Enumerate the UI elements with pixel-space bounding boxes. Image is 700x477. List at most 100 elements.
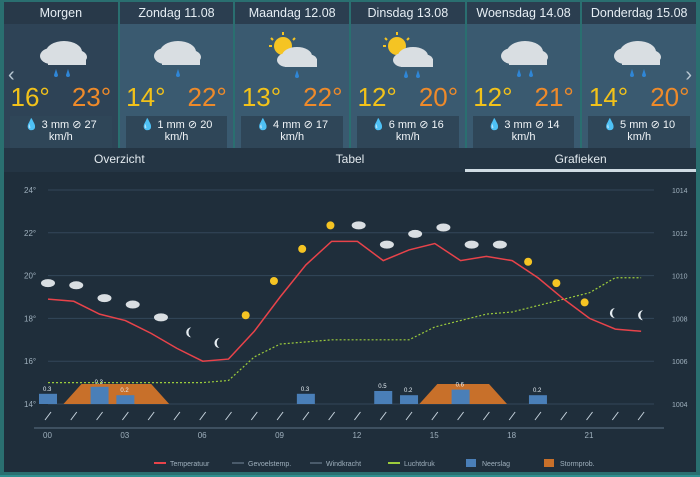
wind-arrow-icon <box>482 411 490 421</box>
cloud-icon <box>379 240 394 249</box>
rain-amount: 4 mm <box>273 119 301 131</box>
wind-arrow-icon <box>354 411 361 421</box>
sun-icon <box>326 221 335 230</box>
wind-arrow-icon <box>457 411 464 421</box>
rain-amount: 1 mm <box>157 119 185 131</box>
forecast-card-3[interactable]: Dinsdag 13.08 12° 20° 💧 6 mm ⊘ 16 km/h <box>351 2 465 149</box>
temp-min: 14° <box>588 82 629 112</box>
right-tick-label: 1014 <box>672 188 688 195</box>
temp-min: 14° <box>126 82 166 112</box>
temp-max: 20° <box>650 82 690 112</box>
chevron-right-icon[interactable]: › <box>685 64 693 86</box>
tab-overzicht[interactable]: Overzicht <box>93 152 145 166</box>
forecast-card-5[interactable]: Donderdag 15.08 › 14° 20° 💧 5 mm ⊘ 10 km/h <box>582 2 697 149</box>
wind-arrow-icon <box>637 411 645 421</box>
precip-bar <box>39 393 57 404</box>
rain-cloud-icon <box>120 30 234 80</box>
wind-arrow-icon <box>611 411 619 421</box>
right-tick-label: 1006 <box>672 359 688 366</box>
legend-label: Luchtdruk <box>404 461 435 468</box>
wind-unit: km/h <box>627 131 652 143</box>
temp-min: 16° <box>10 82 50 112</box>
x-tick-label: 06 <box>198 431 207 440</box>
forecast-stats: 💧 1 mm ⊘ 20 km/h <box>125 116 228 149</box>
storm-prob-area <box>63 384 170 404</box>
legend-swatch <box>466 459 476 467</box>
tab-grafieken[interactable]: Grafieken <box>465 148 696 172</box>
wind-arrow-icon <box>276 411 284 421</box>
precip-label: 0.3 <box>43 387 52 393</box>
wind-arrow-icon <box>147 411 155 421</box>
legend-label: Temperatuur <box>170 461 210 468</box>
cloud-icon <box>464 240 479 249</box>
cloud-icon <box>408 229 423 238</box>
chart-svg: 24° 22° 20° 18° 16° 14° 1014 1012 1010 1008 1006 10… <box>24 186 688 468</box>
wind-arrow-icon <box>405 411 413 421</box>
y-tick-label: 16° <box>24 357 36 366</box>
wind-speed: 20 <box>200 119 213 131</box>
wind-icon: ⊘ <box>419 119 429 131</box>
forecast-stats: 💧 4 mm ⊘ 17 km/h <box>241 116 344 149</box>
x-tick-label: 09 <box>275 431 284 440</box>
wind-speed: 27 <box>84 119 97 131</box>
precip-bar <box>451 389 470 404</box>
wind-speed: 10 <box>662 119 676 131</box>
rain-amount: 5 mm <box>620 119 648 131</box>
wind-arrow-icon <box>302 411 310 421</box>
raindrop-icon: 💧 <box>603 119 617 131</box>
forecast-cards: Morgen ‹ 16° 23° 💧 3 mm ⊘ 27 km/h Zondag 1… <box>4 2 697 149</box>
y-tick-label: 18° <box>24 314 36 323</box>
cloud-icon <box>436 223 451 232</box>
right-tick-label: 1012 <box>672 231 688 238</box>
rain-cloud-icon <box>582 30 696 80</box>
x-tick-label: 00 <box>43 431 52 440</box>
wind-speed: 17 <box>315 119 329 131</box>
precip-bar <box>296 393 315 404</box>
forecast-stats: 💧 3 mm ⊘ 14 km/h <box>472 116 575 149</box>
tab-tabel[interactable]: Tabel <box>335 152 365 166</box>
temp-max: 22° <box>187 82 227 112</box>
right-tick-label: 1010 <box>672 274 688 281</box>
wind-unit: km/h <box>164 131 189 143</box>
raindrop-icon: 💧 <box>24 119 39 131</box>
forecast-day: Zondag 11.08 <box>119 2 234 24</box>
wind-arrow-icon <box>173 411 181 421</box>
y-tick-label: 20° <box>24 272 36 281</box>
wind-arrow-icon <box>199 411 207 421</box>
precip-label: 0.2 <box>404 388 413 394</box>
precip-label: 0.3 <box>301 387 310 393</box>
forecast-day: Woensdag 14.08 <box>466 2 581 24</box>
forecast-day: Dinsdag 13.08 <box>351 2 465 24</box>
forecast-card-0[interactable]: Morgen ‹ 16° 23° 💧 3 mm ⊘ 27 km/h <box>4 2 118 149</box>
wind-arrow-icon <box>508 411 516 421</box>
wind-arrow-icon <box>534 411 542 421</box>
precip-label: 0.6 <box>456 383 465 389</box>
wind-arrow-icon <box>44 411 52 421</box>
wind-arrow-icon <box>121 411 129 421</box>
rain-cloud-icon <box>4 30 118 80</box>
chevron-left-icon[interactable]: ‹ <box>8 64 15 86</box>
pressure-line <box>48 277 642 384</box>
forecast-card-1[interactable]: Zondag 11.08 14° 22° 💧 1 mm ⊘ 20 km/h <box>119 2 234 149</box>
temp-min: 12° <box>357 82 397 112</box>
storm-cloud-icon <box>97 294 112 303</box>
rain-amount: 6 mm <box>388 119 417 131</box>
wind-arrow-icon <box>70 411 78 421</box>
cloud-icon <box>153 313 168 322</box>
precip-bar <box>116 395 135 404</box>
rain-amount: 3 mm <box>41 119 70 131</box>
sun-rain-cloud-icon <box>351 30 465 80</box>
sun-icon <box>580 298 589 307</box>
precip-bar <box>528 395 547 404</box>
temp-max: 22° <box>303 82 343 112</box>
cloud-icon <box>351 221 366 230</box>
legend-swatch <box>544 459 554 467</box>
forecast-card-4[interactable]: Woensdag 14.08 12° 21° 💧 3 mm ⊘ 14 km/h <box>466 2 581 149</box>
forecast-card-2[interactable]: Maandag 12.08 13° 22° 💧 4 mm ⊘ 17 km/h <box>235 2 350 149</box>
temp-max: 23° <box>71 82 112 112</box>
legend-label: Gevoelstemp. <box>248 461 291 468</box>
wind-arrow-icon <box>250 411 258 421</box>
y-tick-label: 24° <box>24 186 36 195</box>
precip-bar <box>374 391 393 404</box>
